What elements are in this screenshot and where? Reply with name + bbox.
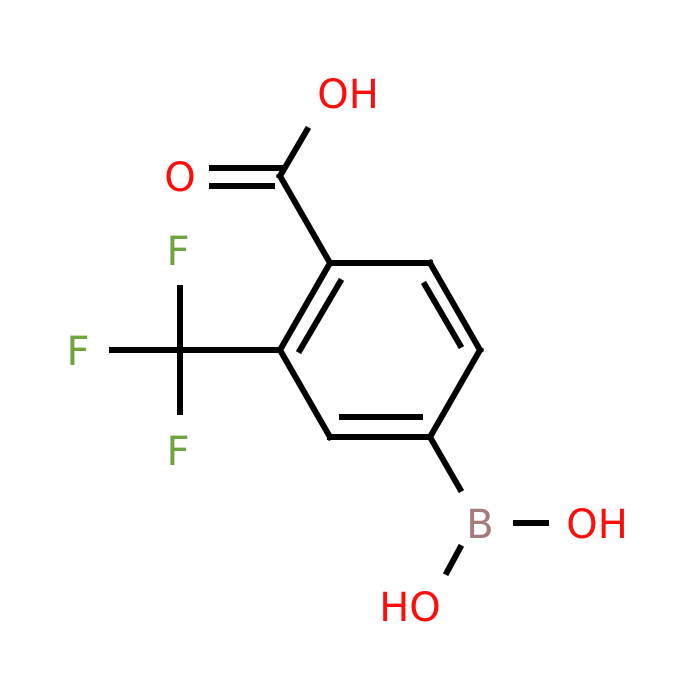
bonds: [109, 125, 549, 577]
atom-label: B: [466, 502, 493, 548]
bond: [275, 258, 335, 355]
bond: [275, 125, 312, 181]
bond: [295, 277, 345, 355]
atom-label: O: [164, 155, 195, 201]
atom-label: OH: [317, 72, 379, 118]
bond: [425, 432, 465, 494]
atom-label: F: [66, 329, 89, 375]
atom-label: OH: [566, 502, 628, 548]
bond: [275, 345, 335, 442]
bond: [442, 543, 465, 577]
atom-label: F: [166, 229, 189, 275]
bond: [275, 171, 335, 268]
bond: [420, 280, 465, 350]
bond: [425, 345, 485, 442]
atom-label: F: [166, 429, 189, 475]
bond: [425, 258, 485, 355]
atom-label: HO: [379, 585, 441, 631]
